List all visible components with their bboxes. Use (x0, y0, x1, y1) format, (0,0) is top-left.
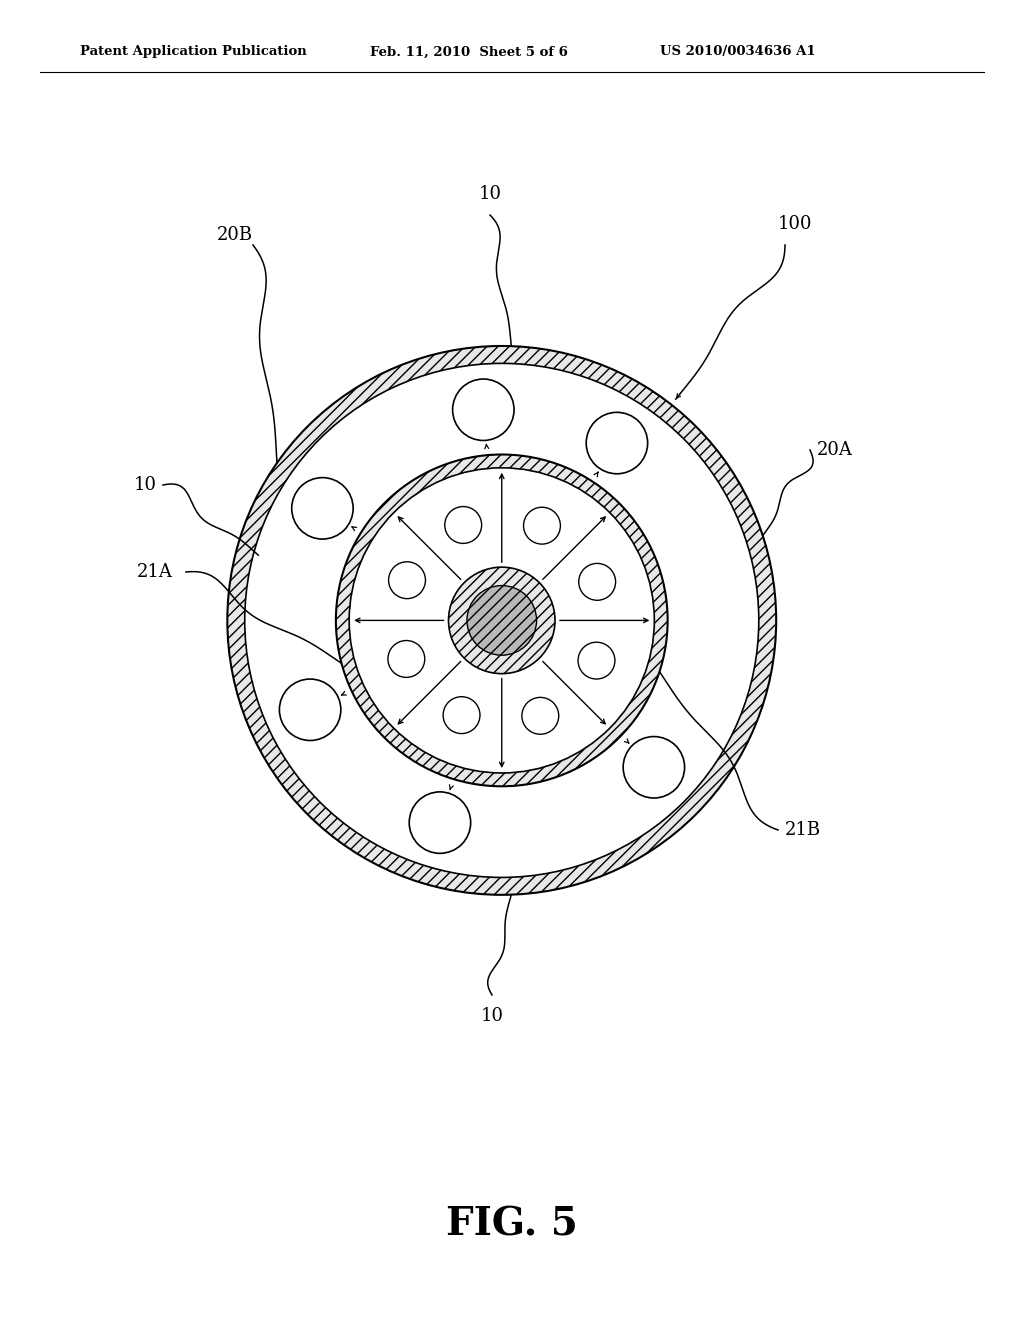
Text: 20A: 20A (817, 441, 853, 459)
Circle shape (586, 412, 647, 474)
Circle shape (245, 363, 759, 878)
Circle shape (453, 379, 514, 441)
Text: Patent Application Publication: Patent Application Publication (80, 45, 307, 58)
Text: FIG. 5: FIG. 5 (446, 1206, 578, 1243)
Circle shape (349, 467, 654, 774)
Circle shape (444, 507, 481, 544)
Circle shape (388, 640, 425, 677)
Text: 10: 10 (133, 477, 157, 494)
Text: Feb. 11, 2010  Sheet 5 of 6: Feb. 11, 2010 Sheet 5 of 6 (370, 45, 568, 58)
Circle shape (579, 642, 615, 678)
Circle shape (292, 478, 353, 539)
Text: 10: 10 (478, 185, 502, 203)
Text: 100: 100 (778, 215, 812, 234)
Text: 20B: 20B (217, 226, 253, 244)
Circle shape (523, 507, 560, 544)
Circle shape (410, 792, 471, 853)
Text: US 2010/0034636 A1: US 2010/0034636 A1 (660, 45, 816, 58)
Circle shape (624, 737, 685, 799)
Circle shape (467, 586, 537, 655)
Circle shape (443, 697, 480, 734)
Circle shape (388, 562, 425, 599)
Circle shape (522, 697, 559, 734)
Circle shape (280, 678, 341, 741)
Text: 21B: 21B (785, 821, 821, 840)
Circle shape (579, 564, 615, 601)
Text: 21A: 21A (137, 564, 173, 581)
Text: 10: 10 (480, 1007, 504, 1026)
